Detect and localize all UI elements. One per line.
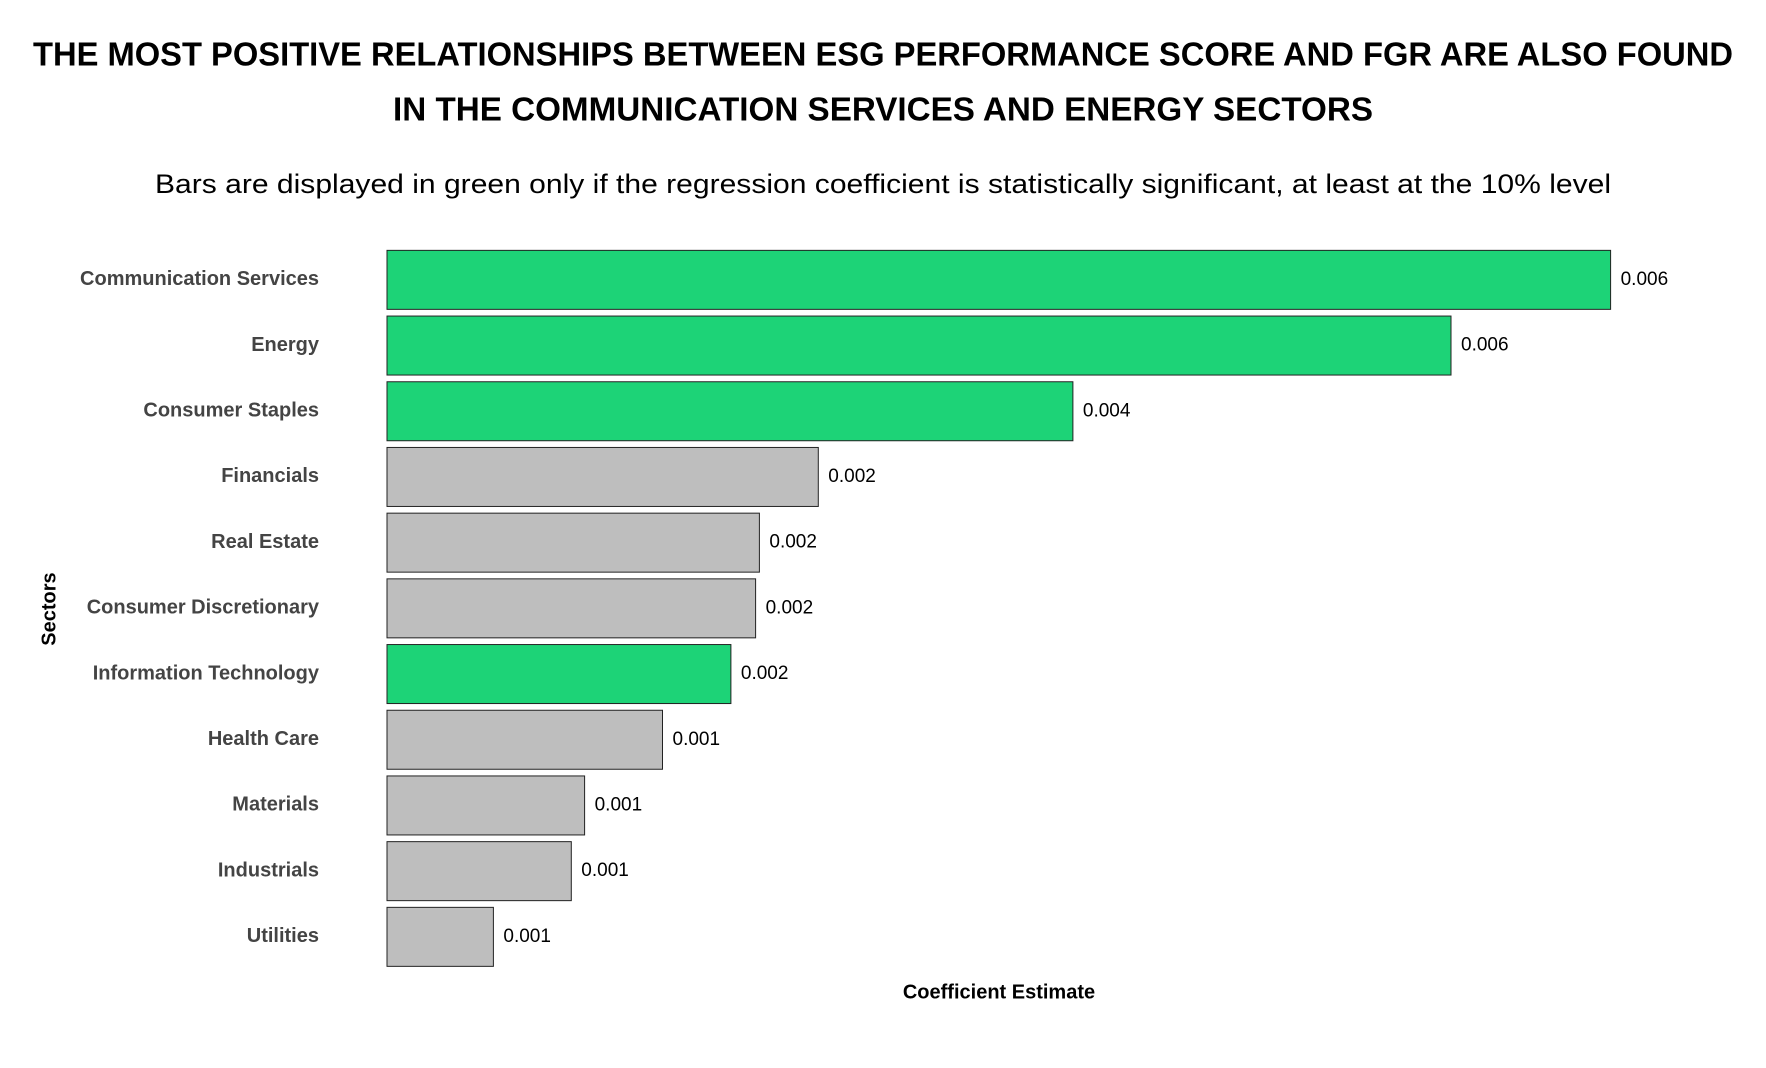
bar	[386, 512, 760, 573]
y-tick-label: Industrials	[218, 859, 319, 881]
value-label: 0.001	[673, 729, 721, 750]
value-label: 0.002	[769, 532, 817, 553]
chart-subtitle: Bars are displayed in green only if the …	[155, 169, 1611, 199]
x-axis-label: Coefficient Estimate	[903, 981, 1095, 1003]
value-label: 0.001	[595, 794, 643, 815]
chart-title: THE MOST POSITIVE RELATIONSHIPS BETWEEN …	[33, 36, 1733, 73]
bar	[386, 446, 819, 507]
y-tick-label: Information Technology	[93, 662, 320, 684]
value-label: 0.002	[766, 597, 814, 618]
y-tick-label: Communication Services	[80, 268, 319, 290]
y-tick-label: Utilities	[247, 925, 319, 947]
bar	[386, 381, 1074, 442]
value-label: 0.006	[1621, 269, 1669, 290]
value-label: 0.006	[1461, 335, 1509, 356]
bar	[386, 841, 572, 902]
y-tick-label: Materials	[232, 794, 319, 816]
bar	[386, 578, 757, 639]
value-label: 0.001	[581, 860, 629, 881]
y-axis-label: Sectors	[38, 572, 60, 645]
y-tick-label: Real Estate	[211, 531, 319, 553]
y-tick-label: Health Care	[208, 728, 319, 750]
bar	[386, 315, 1452, 376]
bar	[386, 906, 494, 967]
bar	[386, 644, 732, 705]
value-label: 0.001	[503, 926, 551, 947]
value-label: 0.002	[828, 466, 876, 487]
y-tick-label: Consumer Discretionary	[87, 597, 320, 619]
bar	[386, 709, 663, 770]
y-tick-label: Financials	[221, 465, 319, 487]
chart-title: IN THE COMMUNICATION SERVICES AND ENERGY…	[393, 91, 1373, 128]
bar	[386, 775, 586, 836]
value-label: 0.004	[1083, 400, 1131, 421]
bar	[386, 249, 1612, 310]
y-tick-label: Energy	[251, 334, 320, 356]
value-label: 0.002	[741, 663, 789, 684]
y-tick-label: Consumer Staples	[143, 400, 319, 422]
